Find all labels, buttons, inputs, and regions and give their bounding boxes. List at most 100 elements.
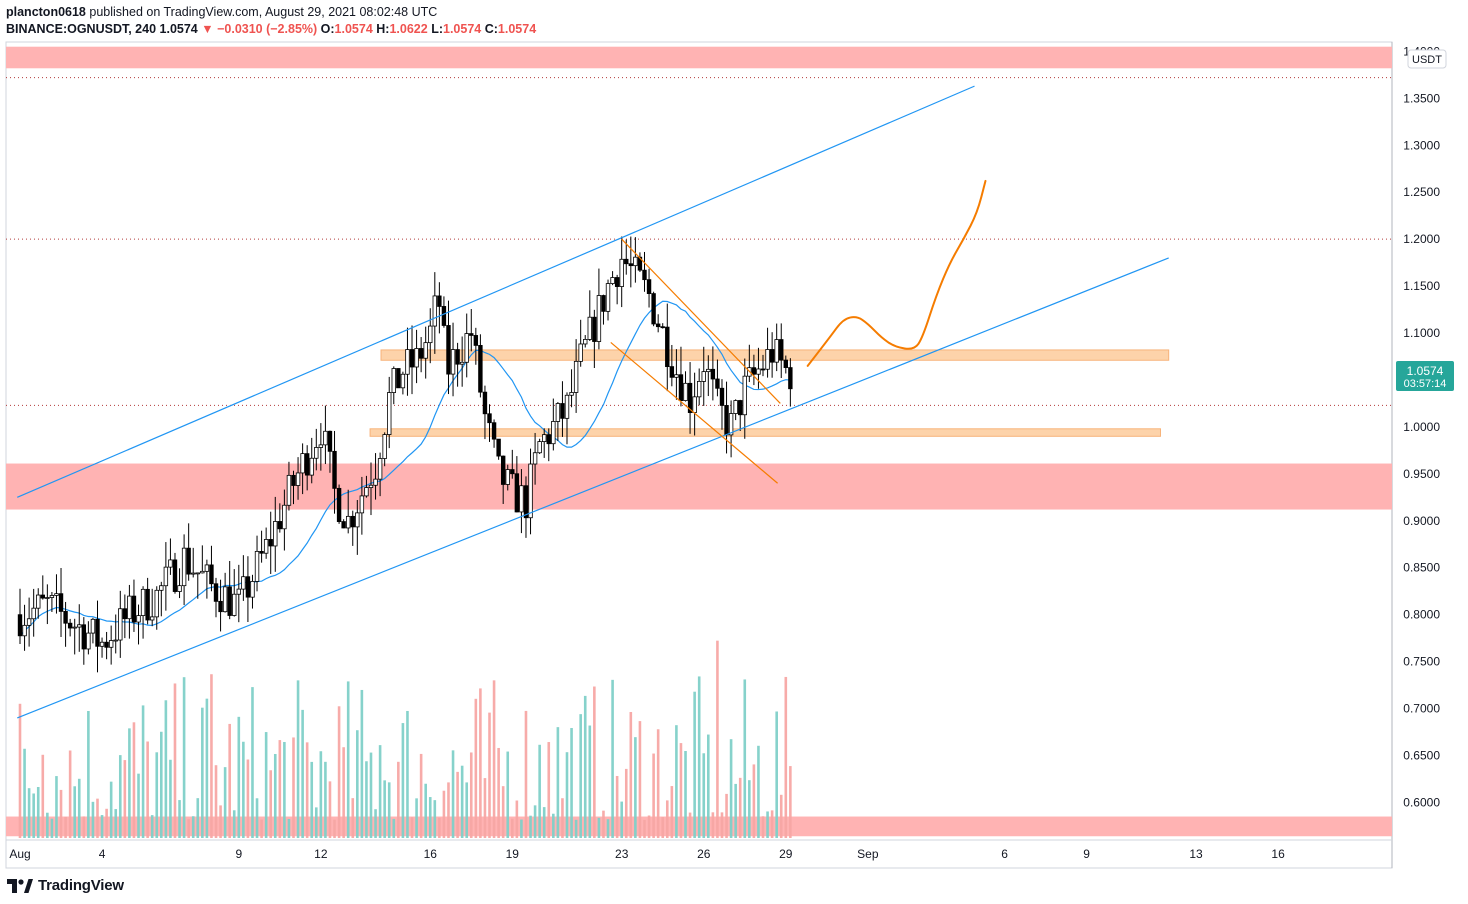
volume-bar xyxy=(520,819,523,838)
volume-bar xyxy=(474,698,478,838)
volume-bar xyxy=(679,743,683,838)
x-tick-label: 13 xyxy=(1189,847,1203,861)
volume-bar xyxy=(720,812,724,838)
candle-body xyxy=(464,333,469,363)
candle-body xyxy=(660,326,665,329)
candle-body xyxy=(450,349,456,375)
candle-body xyxy=(409,349,415,368)
volume-bar xyxy=(442,790,446,838)
candle-body xyxy=(455,349,460,365)
volume-bar xyxy=(397,761,400,838)
volume-bar xyxy=(32,793,35,838)
candle-body xyxy=(537,441,542,454)
x-tick-label: 23 xyxy=(615,847,629,861)
volume-bar xyxy=(757,745,760,838)
volume-bar xyxy=(64,816,67,838)
zone-resistance xyxy=(6,46,1392,69)
volume-bar xyxy=(406,710,409,838)
symbol-name: BINANCE:OGNUSDT, 240 xyxy=(6,22,157,36)
candle-body xyxy=(63,611,68,624)
candle-body xyxy=(359,495,365,514)
volume-bar xyxy=(460,765,464,838)
volume-bar xyxy=(109,781,113,838)
volume-bar xyxy=(374,809,377,838)
candle-body xyxy=(587,316,592,340)
candle-body xyxy=(26,618,32,626)
candle-body xyxy=(122,608,128,620)
down-arrow-icon: ▼ xyxy=(201,22,214,36)
volume-bar xyxy=(246,759,250,838)
candle-body xyxy=(532,452,538,465)
candle-body xyxy=(213,583,219,602)
candle-body xyxy=(318,444,324,448)
volume-bar xyxy=(264,732,268,838)
x-tick-label: 19 xyxy=(506,847,520,861)
volume-bar xyxy=(734,783,737,838)
volume-bar xyxy=(583,695,587,838)
candle-body xyxy=(154,589,159,618)
candle-body xyxy=(756,368,761,375)
candle-body xyxy=(788,367,793,390)
x-tick-label: 9 xyxy=(1083,847,1090,861)
tradingview-brand[interactable]: TradingView xyxy=(7,877,124,894)
y-tick-label: 0.7000 xyxy=(1403,702,1440,716)
candle-body xyxy=(542,434,547,442)
candle-body xyxy=(414,348,419,368)
candle-body xyxy=(742,375,747,416)
volume-bar xyxy=(638,721,642,838)
volume-bar xyxy=(447,782,450,838)
chart-header: plancton0618 published on TradingView.co… xyxy=(6,4,536,40)
x-tick-label: 29 xyxy=(779,847,793,861)
candle-body xyxy=(186,547,191,575)
volume-bar xyxy=(18,703,22,838)
candle-body xyxy=(432,295,438,327)
candle-body xyxy=(200,570,205,574)
x-tick-label: 16 xyxy=(424,847,438,861)
candle-body xyxy=(578,343,583,362)
candle-body xyxy=(364,487,369,497)
volume-bar xyxy=(118,755,122,838)
volume-bar xyxy=(383,780,386,838)
candle-body xyxy=(605,283,611,312)
volume-bar xyxy=(511,818,514,838)
candle-body xyxy=(387,392,392,435)
candle-body xyxy=(77,624,82,628)
volume-bar xyxy=(100,815,104,838)
candle-body xyxy=(628,263,634,267)
volume-bar xyxy=(469,752,473,838)
candle-body xyxy=(528,463,533,519)
volume-bar xyxy=(292,737,295,838)
volume-bar xyxy=(483,778,487,838)
volume-bar xyxy=(789,766,792,838)
candle-body xyxy=(710,368,716,380)
candle-body xyxy=(86,632,91,650)
candle-body xyxy=(341,521,346,529)
candle-body xyxy=(323,430,328,446)
candle-body xyxy=(245,576,251,598)
candle-body xyxy=(514,473,520,513)
y-tick-label: 1.3000 xyxy=(1403,138,1440,152)
candle-body xyxy=(706,368,711,373)
candle-body xyxy=(428,325,433,344)
volume-bar xyxy=(697,676,701,838)
volume-bars xyxy=(18,640,792,838)
volume-bar xyxy=(675,725,678,838)
author-name[interactable]: plancton0618 xyxy=(6,5,86,19)
volume-bar xyxy=(752,764,756,838)
candle-body xyxy=(624,258,629,265)
candle-body xyxy=(719,387,725,406)
candle-body xyxy=(592,316,597,342)
volume-bar xyxy=(82,816,86,838)
volume-bar xyxy=(255,798,259,838)
volume-bar xyxy=(237,716,241,838)
volume-bar xyxy=(693,691,696,838)
candle-body xyxy=(209,564,214,585)
candle-body xyxy=(573,360,579,393)
candle-body xyxy=(81,624,87,650)
tradingview-logo-icon xyxy=(7,878,33,893)
volume-bar xyxy=(688,812,692,838)
volume-bar xyxy=(314,807,318,838)
candle-body xyxy=(487,413,492,424)
volume-bar xyxy=(766,811,769,838)
